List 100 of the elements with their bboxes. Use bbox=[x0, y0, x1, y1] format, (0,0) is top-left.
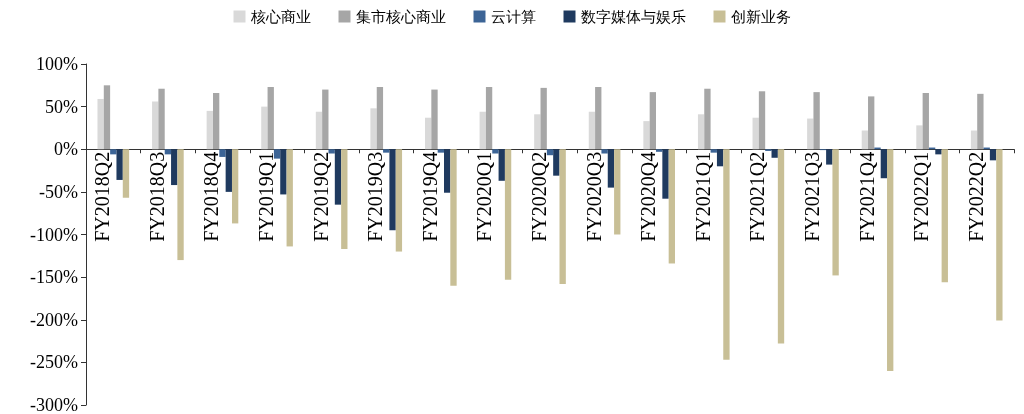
bar bbox=[492, 149, 499, 154]
bar bbox=[219, 149, 226, 157]
x-tick-label: FY2018Q2 bbox=[91, 151, 114, 242]
bar bbox=[614, 149, 621, 235]
bar bbox=[504, 149, 512, 280]
bar bbox=[723, 149, 730, 360]
bar bbox=[485, 87, 493, 150]
legend-label: 云计算 bbox=[490, 7, 536, 26]
bar bbox=[922, 92, 929, 150]
bar bbox=[649, 92, 657, 150]
bar bbox=[498, 149, 505, 181]
bar bbox=[977, 93, 984, 150]
x-tick-label: FY2022Q2 bbox=[964, 151, 987, 242]
bar bbox=[832, 149, 839, 276]
bar bbox=[171, 149, 178, 186]
bar bbox=[450, 149, 457, 286]
bar bbox=[540, 87, 547, 150]
bar bbox=[935, 149, 942, 155]
bar bbox=[868, 96, 875, 150]
bar bbox=[553, 149, 560, 176]
bar bbox=[996, 149, 1003, 321]
x-tick-label: FY2021Q2 bbox=[746, 151, 769, 242]
bar bbox=[752, 117, 759, 150]
bar bbox=[777, 149, 785, 344]
y-tick-label: 50% bbox=[45, 96, 78, 117]
bar bbox=[861, 130, 869, 150]
bar bbox=[231, 149, 239, 224]
x-tick-label: FY2021Q3 bbox=[800, 151, 823, 242]
bar bbox=[643, 121, 650, 150]
bar bbox=[370, 108, 377, 150]
bar bbox=[389, 149, 396, 231]
bar bbox=[341, 149, 348, 249]
bar bbox=[267, 87, 274, 150]
x-tick-label: FY2020Q3 bbox=[582, 151, 605, 242]
bar bbox=[668, 149, 676, 264]
y-tick-label: -50% bbox=[39, 181, 78, 202]
bar bbox=[559, 149, 566, 284]
bar bbox=[758, 91, 766, 150]
bar bbox=[771, 149, 778, 158]
y-tick-label: -150% bbox=[30, 267, 78, 288]
x-tick-label: FY2018Q4 bbox=[200, 151, 223, 242]
bar bbox=[206, 110, 213, 150]
y-tick-label: 100% bbox=[36, 54, 78, 74]
bar bbox=[152, 101, 159, 150]
bar bbox=[103, 85, 111, 150]
x-tick-label: FY2019Q2 bbox=[309, 151, 332, 242]
bar bbox=[656, 149, 663, 152]
bar bbox=[662, 149, 669, 199]
bar bbox=[534, 114, 541, 150]
bar bbox=[607, 149, 615, 188]
bar bbox=[110, 149, 117, 155]
x-tick-label: FY2021Q1 bbox=[691, 151, 714, 242]
bar bbox=[431, 89, 438, 150]
bar bbox=[813, 92, 820, 150]
bar bbox=[941, 149, 948, 283]
x-tick-label: FY2021Q4 bbox=[855, 151, 878, 242]
bar bbox=[315, 111, 323, 150]
bar bbox=[479, 111, 486, 150]
x-tick-label: FY2019Q3 bbox=[364, 151, 387, 242]
bar bbox=[443, 149, 451, 193]
bar bbox=[970, 130, 978, 150]
x-tick-label: FY2019Q1 bbox=[255, 151, 278, 242]
bar bbox=[376, 87, 384, 150]
bar bbox=[437, 149, 444, 153]
bar bbox=[716, 149, 724, 167]
bar bbox=[601, 149, 608, 154]
legend-label: 核心商业 bbox=[249, 7, 311, 26]
bar bbox=[704, 88, 711, 150]
bar bbox=[212, 92, 220, 150]
bar bbox=[225, 149, 232, 192]
bar bbox=[261, 106, 268, 150]
x-tick-label: FY2022Q1 bbox=[910, 151, 933, 242]
bar bbox=[97, 98, 104, 150]
legend-label: 集市核心商业 bbox=[355, 7, 446, 26]
bar bbox=[989, 149, 997, 161]
legend-label: 创新业务 bbox=[730, 7, 791, 26]
bar bbox=[158, 88, 165, 150]
x-tick-label: FY2020Q4 bbox=[637, 151, 660, 242]
bar bbox=[826, 149, 833, 165]
bar bbox=[697, 114, 705, 150]
x-tick-label: FY2019Q4 bbox=[418, 151, 441, 242]
bar bbox=[122, 149, 130, 198]
x-tick-label: FY2020Q2 bbox=[528, 151, 550, 242]
bar bbox=[383, 149, 390, 153]
bar bbox=[424, 117, 432, 150]
x-tick-label: FY2020Q1 bbox=[473, 151, 496, 242]
y-tick-label: -250% bbox=[30, 352, 78, 373]
bar bbox=[595, 87, 602, 150]
bar bbox=[807, 118, 814, 150]
bar bbox=[328, 149, 335, 154]
bar bbox=[280, 149, 287, 195]
bar bbox=[588, 111, 596, 150]
bar bbox=[334, 149, 342, 205]
y-tick-label: -300% bbox=[30, 395, 78, 414]
bar bbox=[887, 149, 894, 371]
bar bbox=[322, 89, 329, 150]
bar bbox=[880, 149, 888, 179]
y-tick-label: 0% bbox=[54, 139, 78, 160]
bar bbox=[177, 149, 184, 261]
y-tick-label: -100% bbox=[30, 224, 78, 245]
